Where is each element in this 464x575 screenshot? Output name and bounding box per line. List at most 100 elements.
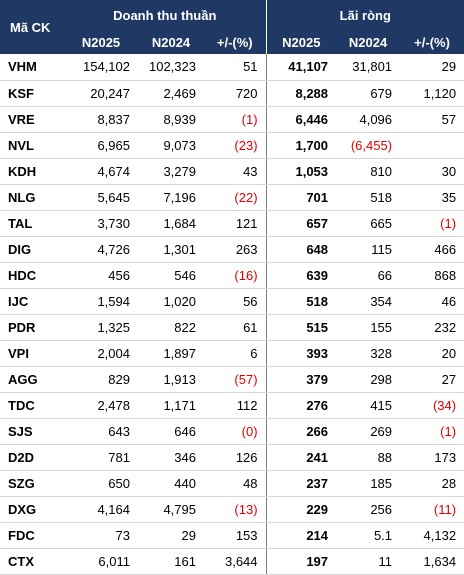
cell-np-2025: 1,053 [265, 158, 337, 185]
cell-np-2025: 518 [265, 288, 337, 315]
cell-rev-2024: 8,939 [138, 106, 204, 133]
cell-rev-change: 112 [204, 392, 267, 419]
header-group-profit: Lãi ròng [265, 0, 464, 30]
cell-rev-2025: 1,325 [64, 314, 138, 341]
cell-np-2024: 518 [336, 184, 401, 211]
cell-np-2025: 648 [265, 236, 337, 263]
cell-np-2024: 115 [336, 236, 401, 263]
cell-rev-2024: 1,301 [138, 236, 204, 263]
cell-np-2024: 665 [336, 210, 401, 237]
table-row: AGG 829 1,913 (57) 379 298 27 [0, 366, 464, 393]
table-row: VRE 8,837 8,939 (1) 6,446 4,096 57 [0, 106, 464, 133]
cell-code: FDC [0, 522, 64, 549]
cell-rev-2024: 1,020 [138, 288, 204, 315]
cell-code: AGG [0, 366, 64, 393]
cell-np-change: 35 [400, 184, 464, 211]
header-np-2024: N2024 [336, 30, 401, 54]
cell-code: DXG [0, 496, 64, 523]
table-row: D2D 781 346 126 241 88 173 [0, 444, 464, 471]
cell-rev-2024: 9,073 [138, 132, 204, 159]
cell-np-change: 30 [400, 158, 464, 185]
cell-code: CTX [0, 548, 64, 575]
table-row: PDR 1,325 822 61 515 155 232 [0, 314, 464, 341]
cell-rev-2025: 650 [64, 470, 138, 497]
cell-rev-2024: 1,897 [138, 340, 204, 367]
cell-rev-change: 720 [204, 80, 267, 107]
cell-code: NLG [0, 184, 64, 211]
cell-np-2024: 269 [336, 418, 401, 445]
cell-np-2025: 657 [265, 210, 337, 237]
cell-rev-change: 48 [204, 470, 267, 497]
cell-np-2024: 810 [336, 158, 401, 185]
table-row: HDC 456 546 (16) 639 66 868 [0, 262, 464, 289]
cell-np-2024: 31,801 [336, 54, 401, 81]
table-row: DXG 4,164 4,795 (13) 229 256 (11) [0, 496, 464, 523]
cell-np-change: 4,132 [400, 522, 464, 549]
cell-np-change: 57 [400, 106, 464, 133]
cell-rev-2025: 1,594 [64, 288, 138, 315]
cell-rev-change: 61 [204, 314, 267, 341]
cell-np-2025: 1,700 [265, 132, 337, 159]
header-np-2025: N2025 [265, 30, 337, 54]
cell-code: VHM [0, 54, 64, 81]
cell-rev-2025: 6,011 [64, 548, 138, 575]
cell-code: D2D [0, 444, 64, 471]
header-code: Mã CK [0, 0, 64, 54]
cell-np-change: 173 [400, 444, 464, 471]
cell-np-2025: 701 [265, 184, 337, 211]
cell-np-2025: 515 [265, 314, 337, 341]
cell-rev-2024: 1,913 [138, 366, 204, 393]
cell-np-change: (1) [400, 418, 464, 445]
cell-rev-change: (16) [204, 262, 267, 289]
cell-rev-2024: 646 [138, 418, 204, 445]
cell-code: KSF [0, 80, 64, 107]
table-row: KDH 4,674 3,279 43 1,053 810 30 [0, 158, 464, 185]
cell-code: VRE [0, 106, 64, 133]
table-row: VHM 154,102 102,323 51 41,107 31,801 29 [0, 54, 464, 81]
header-group-revenue: Doanh thu thuần [64, 0, 267, 30]
cell-np-change: (34) [400, 392, 464, 419]
table-row: KSF 20,247 2,469 720 8,288 679 1,120 [0, 80, 464, 107]
cell-np-2025: 6,446 [265, 106, 337, 133]
cell-code: HDC [0, 262, 64, 289]
cell-np-2024: 5.1 [336, 522, 401, 549]
cell-rev-change: (23) [204, 132, 267, 159]
cell-rev-2025: 4,726 [64, 236, 138, 263]
cell-code: SJS [0, 418, 64, 445]
cell-rev-change: 263 [204, 236, 267, 263]
cell-rev-2024: 1,171 [138, 392, 204, 419]
cell-rev-2024: 546 [138, 262, 204, 289]
cell-rev-change: (1) [204, 106, 267, 133]
table-row: SJS 643 646 (0) 266 269 (1) [0, 418, 464, 445]
table-row: TDC 2,478 1,171 112 276 415 (34) [0, 392, 464, 419]
cell-rev-change: 126 [204, 444, 267, 471]
cell-rev-change: 43 [204, 158, 267, 185]
cell-np-change [400, 132, 464, 159]
cell-code: NVL [0, 132, 64, 159]
table-row: NVL 6,965 9,073 (23) 1,700 (6,455) [0, 132, 464, 159]
cell-rev-2025: 781 [64, 444, 138, 471]
cell-code: TDC [0, 392, 64, 419]
header-row-sub: N2025 N2024 +/-(%) N2025 N2024 +/-(%) [0, 30, 464, 54]
cell-rev-2025: 2,478 [64, 392, 138, 419]
cell-rev-2025: 643 [64, 418, 138, 445]
table-row: NLG 5,645 7,196 (22) 701 518 35 [0, 184, 464, 211]
cell-rev-2024: 3,279 [138, 158, 204, 185]
table-row: DIG 4,726 1,301 263 648 115 466 [0, 236, 464, 263]
cell-rev-2024: 29 [138, 522, 204, 549]
cell-np-change: 466 [400, 236, 464, 263]
cell-np-change: 868 [400, 262, 464, 289]
header-rev-2025: N2025 [64, 30, 138, 54]
cell-np-2024: 155 [336, 314, 401, 341]
cell-np-2025: 8,288 [265, 80, 337, 107]
cell-np-2024: 11 [336, 548, 401, 575]
cell-np-2025: 237 [265, 470, 337, 497]
cell-rev-change: 6 [204, 340, 267, 367]
cell-rev-change: 153 [204, 522, 267, 549]
cell-np-2024: 328 [336, 340, 401, 367]
cell-rev-change: (13) [204, 496, 267, 523]
cell-np-change: 20 [400, 340, 464, 367]
cell-rev-2025: 6,965 [64, 132, 138, 159]
cell-np-2024: 66 [336, 262, 401, 289]
cell-rev-2025: 154,102 [64, 54, 138, 81]
